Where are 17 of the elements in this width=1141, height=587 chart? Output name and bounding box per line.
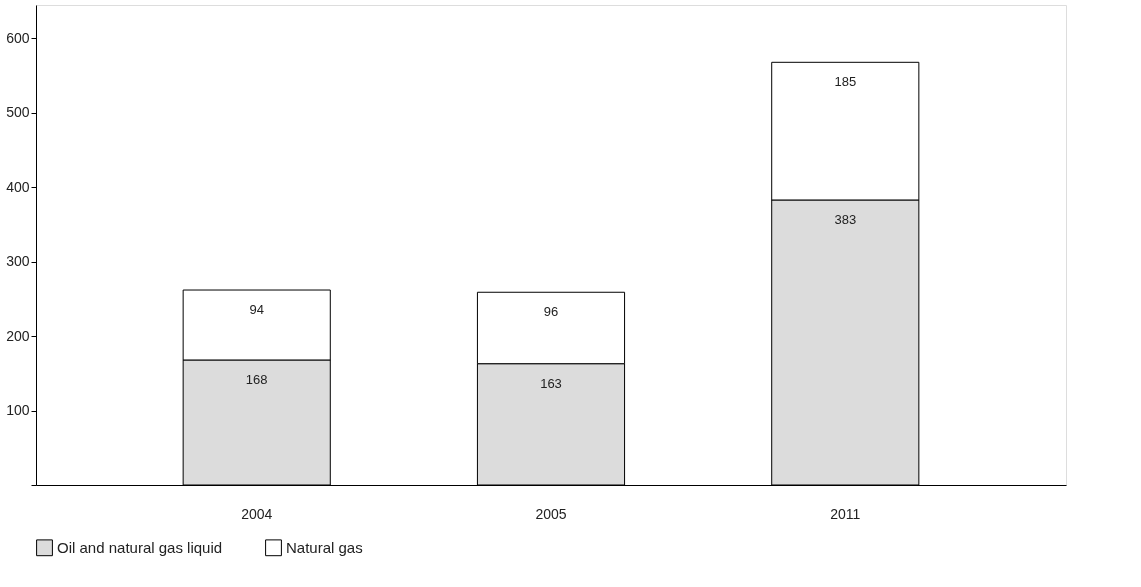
data-label: 163 bbox=[540, 375, 562, 391]
data-label: 96 bbox=[543, 304, 559, 320]
data-label: 185 bbox=[834, 74, 857, 90]
data-label: 383 bbox=[834, 211, 857, 227]
y-tick-label: 100 bbox=[6, 402, 30, 419]
y-tick-label: 400 bbox=[6, 178, 30, 195]
legend-label: Oil and natural gas liquid bbox=[57, 538, 223, 556]
data-label: 168 bbox=[245, 371, 268, 387]
data-label: 94 bbox=[249, 302, 264, 318]
y-tick-label: 500 bbox=[6, 104, 30, 121]
x-tick-label: 2011 bbox=[830, 505, 861, 522]
y-tick-label: 200 bbox=[6, 327, 30, 344]
legend-label: Natural gas bbox=[286, 538, 363, 556]
x-tick-label: 2004 bbox=[241, 505, 273, 522]
y-tick-label: 300 bbox=[6, 253, 30, 270]
x-tick-label: 2005 bbox=[535, 505, 567, 522]
y-tick-label: 600 bbox=[6, 29, 30, 46]
